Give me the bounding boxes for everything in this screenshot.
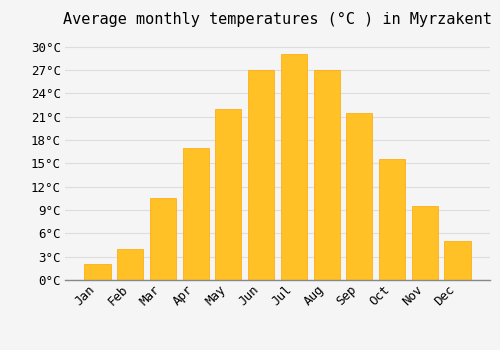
Bar xyxy=(346,113,372,280)
Bar xyxy=(216,109,242,280)
Bar xyxy=(182,148,208,280)
Bar xyxy=(248,70,274,280)
Bar xyxy=(444,241,470,280)
Bar xyxy=(84,265,110,280)
Bar xyxy=(314,70,340,280)
Bar xyxy=(117,249,143,280)
Bar xyxy=(379,160,405,280)
Title: Average monthly temperatures (°C ) in Myrzakent: Average monthly temperatures (°C ) in My… xyxy=(63,12,492,27)
Bar xyxy=(150,198,176,280)
Bar xyxy=(281,55,307,280)
Bar xyxy=(412,206,438,280)
